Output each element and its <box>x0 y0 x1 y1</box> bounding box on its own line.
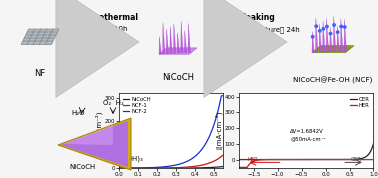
Circle shape <box>311 36 314 38</box>
Polygon shape <box>337 26 339 51</box>
Circle shape <box>326 25 328 28</box>
Text: NiCoCH: NiCoCH <box>162 73 194 82</box>
Polygon shape <box>184 31 187 53</box>
Polygon shape <box>316 17 318 52</box>
Y-axis label: j(mA·cm⁻²): j(mA·cm⁻²) <box>216 112 223 150</box>
Text: Soaking: Soaking <box>241 13 276 22</box>
Circle shape <box>315 25 318 27</box>
Text: 100°C，10h: 100°C，10h <box>88 25 128 33</box>
Circle shape <box>329 32 332 35</box>
Text: NF: NF <box>34 69 46 78</box>
Polygon shape <box>21 29 59 45</box>
Polygon shape <box>61 121 128 167</box>
Polygon shape <box>62 125 113 145</box>
Polygon shape <box>166 29 169 54</box>
Circle shape <box>319 30 321 32</box>
Polygon shape <box>312 46 354 53</box>
Polygon shape <box>159 48 197 54</box>
Text: NiCoCH: NiCoCH <box>70 164 96 170</box>
Polygon shape <box>312 32 314 53</box>
Y-axis label: j(mA·cm⁻²): j(mA·cm⁻²) <box>96 112 103 150</box>
Text: Fe(OH)₃: Fe(OH)₃ <box>117 155 143 161</box>
Polygon shape <box>188 23 191 52</box>
Legend: OER, HER: OER, HER <box>349 96 371 109</box>
Text: NiCoCH@Fe-OH (NCF): NiCoCH@Fe-OH (NCF) <box>293 76 373 83</box>
Polygon shape <box>326 18 328 52</box>
Polygon shape <box>163 23 165 54</box>
Text: HER: HER <box>248 157 259 162</box>
Text: H₂O: H₂O <box>71 110 85 116</box>
Text: OER: OER <box>350 157 361 162</box>
Polygon shape <box>323 21 325 52</box>
Polygon shape <box>181 21 183 53</box>
Polygon shape <box>58 118 131 170</box>
Text: @50mA·cm⁻²: @50mA·cm⁻² <box>290 136 326 141</box>
Polygon shape <box>330 28 332 52</box>
Circle shape <box>333 24 335 26</box>
Text: Hydrothermal: Hydrothermal <box>78 13 138 22</box>
Polygon shape <box>159 37 161 54</box>
Polygon shape <box>333 16 336 51</box>
Polygon shape <box>174 23 176 53</box>
Polygon shape <box>341 18 343 51</box>
Circle shape <box>336 31 339 33</box>
Text: ΔV=1.6842V: ΔV=1.6842V <box>290 129 324 134</box>
Legend: NiCoCH, NCF-1, NCF-2: NiCoCH, NCF-1, NCF-2 <box>122 96 152 115</box>
Text: room temperature， 24h: room temperature， 24h <box>216 26 300 33</box>
Polygon shape <box>319 24 321 52</box>
Circle shape <box>322 28 325 30</box>
Polygon shape <box>170 26 172 53</box>
Circle shape <box>344 26 346 28</box>
Text: O₂  H₂: O₂ H₂ <box>102 100 124 106</box>
Circle shape <box>340 25 342 28</box>
Polygon shape <box>344 19 347 51</box>
Polygon shape <box>177 33 180 53</box>
